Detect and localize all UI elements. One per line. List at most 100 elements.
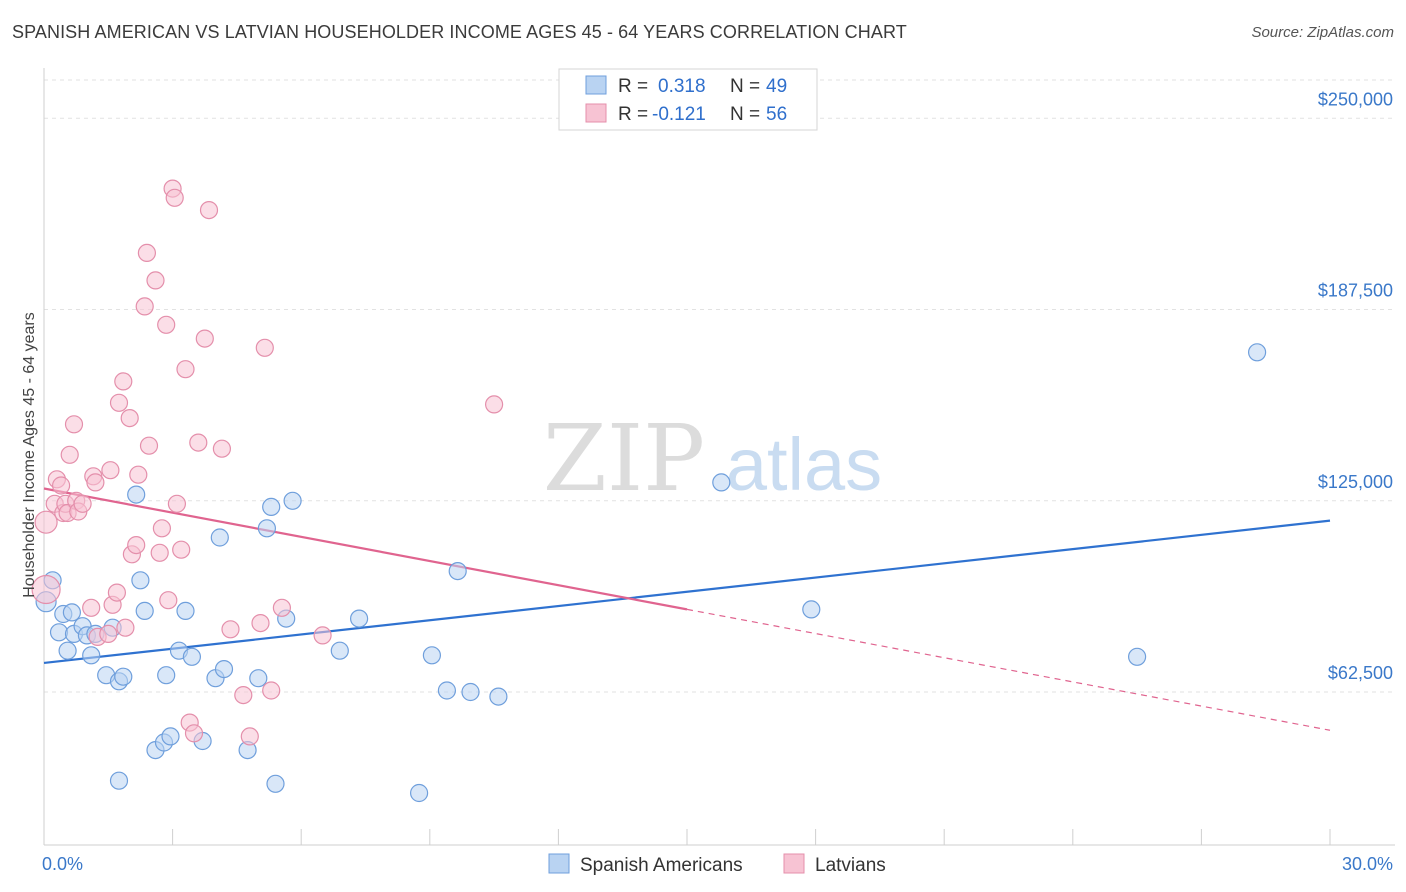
point-latvians (234, 685, 253, 705)
data-points (31, 179, 1267, 803)
point-latvians (195, 329, 214, 348)
point-spanish-americans (489, 687, 508, 706)
point-latvians (251, 613, 270, 633)
point-spanish-americans (114, 667, 133, 686)
point-spanish-americans (1247, 343, 1267, 362)
point-spanish-americans (448, 561, 467, 581)
point-latvians (485, 395, 504, 414)
point-latvians (157, 315, 176, 334)
point-latvians (176, 360, 195, 379)
point-latvians (150, 543, 169, 562)
point-latvians (51, 476, 71, 495)
point-latvians (34, 510, 58, 534)
point-latvians (139, 436, 159, 455)
point-spanish-americans (249, 669, 268, 688)
point-latvians (101, 461, 120, 480)
trend-line-latvians (43, 487, 688, 611)
point-latvians (114, 372, 133, 391)
legend-swatch-spanish-americans (585, 75, 607, 95)
point-spanish-americans (176, 601, 195, 621)
gridlines (44, 79, 1395, 693)
legend-swatch-latvians (585, 103, 607, 123)
legend-n-label-1: N = (730, 76, 760, 97)
point-latvians (313, 626, 332, 645)
legend-r-label-2: R = (618, 104, 648, 125)
point-latvians (73, 494, 92, 513)
bottom-legend-label-spanish-americans: Spanish Americans (580, 855, 743, 876)
y-tick-label: $250,000 (1318, 89, 1393, 109)
y-tick-labels: $62,500 $125,000 $187,500 $250,000 (1318, 89, 1393, 683)
point-spanish-americans (712, 473, 731, 492)
point-spanish-americans (214, 659, 234, 679)
point-spanish-americans (161, 727, 180, 746)
point-latvians (240, 727, 259, 746)
trend-line-latvians-extension (686, 608, 1331, 731)
point-latvians (127, 535, 146, 555)
point-spanish-americans (210, 528, 229, 547)
point-latvians (167, 494, 186, 513)
point-spanish-americans (182, 647, 201, 666)
x-tick-label: 0.0% (42, 854, 83, 874)
point-latvians (199, 201, 219, 220)
point-latvians (212, 439, 231, 458)
point-spanish-americans (127, 485, 146, 504)
point-latvians (172, 540, 191, 559)
point-latvians (159, 591, 178, 610)
point-spanish-americans (131, 571, 150, 590)
y-tick-label: $187,500 (1318, 281, 1393, 301)
bottom-legend: Spanish Americans Latvians (548, 853, 886, 876)
trend-line-spanish-americans (43, 519, 1331, 665)
trend-lines (43, 487, 1331, 731)
legend: R = 0.318 N = 49 R = -0.121 N = 56 (558, 68, 818, 131)
point-latvians (137, 243, 156, 262)
point-spanish-americans (437, 681, 456, 700)
y-tick-label: $62,500 (1328, 663, 1393, 683)
point-latvians (120, 409, 139, 428)
point-latvians (107, 583, 127, 602)
point-spanish-americans (802, 600, 821, 619)
point-spanish-americans (49, 623, 69, 642)
legend-n-value-2: 56 (766, 104, 787, 125)
point-latvians (129, 465, 148, 484)
point-spanish-americans (82, 646, 101, 665)
legend-r-value-2: -0.121 (652, 104, 706, 125)
point-latvians (184, 724, 204, 743)
point-spanish-americans (266, 774, 285, 793)
legend-n-value-1: 49 (766, 76, 787, 97)
point-latvians (60, 445, 79, 464)
point-spanish-americans (350, 609, 369, 628)
y-axis-label: Householder Income Ages 45 - 64 years (21, 312, 38, 598)
point-latvians (31, 574, 61, 605)
point-spanish-americans (257, 519, 276, 538)
chart-title: SPANISH AMERICAN VS LATVIAN HOUSEHOLDER … (12, 22, 907, 42)
point-spanish-americans (58, 641, 77, 660)
point-latvians (109, 393, 129, 412)
point-spanish-americans (262, 497, 281, 516)
point-latvians (135, 297, 154, 316)
x-tick-label: 30.0% (1342, 854, 1393, 874)
bottom-legend-swatch-spanish-americans (548, 853, 570, 874)
point-latvians (221, 620, 240, 639)
point-spanish-americans (283, 491, 302, 510)
watermark-zip: ZIP (543, 405, 705, 512)
legend-r-label-1: R = (618, 76, 648, 97)
point-spanish-americans (422, 646, 441, 665)
point-latvians (189, 433, 208, 452)
point-spanish-americans (461, 682, 480, 702)
point-spanish-americans (410, 783, 429, 803)
point-latvians (255, 338, 274, 357)
point-latvians (272, 598, 291, 617)
point-latvians (165, 188, 184, 207)
point-spanish-americans (62, 603, 82, 622)
x-tick-labels: 0.0% 30.0% (42, 854, 1393, 874)
point-latvians (64, 415, 84, 434)
point-spanish-americans (157, 666, 176, 685)
point-latvians (146, 271, 165, 290)
point-latvians (82, 598, 101, 617)
point-latvians (86, 473, 105, 492)
legend-n-label-2: N = (730, 104, 760, 125)
legend-r-value-1: 0.318 (658, 76, 706, 97)
bottom-legend-label-latvians: Latvians (815, 855, 886, 876)
point-spanish-americans (1127, 647, 1147, 666)
